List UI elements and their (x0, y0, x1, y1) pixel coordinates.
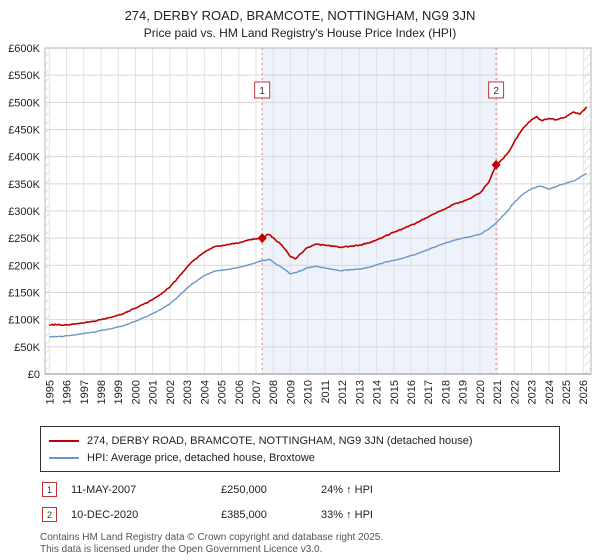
x-axis-tick-label: 2005 (217, 380, 229, 404)
y-axis-tick-label: £250K (8, 233, 40, 245)
legend-item-property: 274, DERBY ROAD, BRAMCOTE, NOTTINGHAM, N… (47, 432, 553, 449)
x-axis-tick-label: 2015 (389, 380, 401, 404)
x-axis-tick-label: 2003 (182, 380, 194, 404)
x-axis-tick-label: 2010 (303, 380, 315, 404)
x-axis-tick-label: 2021 (492, 380, 504, 404)
copyright-line-1: Contains HM Land Registry data © Crown c… (40, 532, 384, 543)
y-axis-tick-label: £50K (14, 342, 40, 354)
x-axis-tick-label: 2020 (475, 380, 487, 404)
x-axis-tick-label: 2006 (234, 380, 246, 404)
x-axis-tick-label: 2024 (544, 380, 556, 404)
sale-event-row-2: 2 10-DEC-2020 £385,000 33% ↑ HPI (42, 507, 600, 522)
x-axis-tick-label: 2023 (527, 380, 539, 404)
x-axis-tick-label: 2011 (320, 380, 332, 404)
y-axis-tick-label: £300K (8, 206, 40, 218)
y-axis-tick-label: £350K (8, 179, 40, 191)
price-history-chart[interactable]: £0 £50K £100K £150K £200K £250K £300K £350K £400… (0, 42, 600, 422)
x-axis-tick-label: 1998 (96, 380, 108, 404)
y-axis-tick-label: £600K (8, 43, 40, 55)
y-axis-tick-label: £100K (8, 315, 40, 327)
x-axis-tick-label: 2008 (268, 380, 280, 404)
property-line-swatch (49, 439, 79, 442)
x-axis-tick-label: 1997 (79, 380, 91, 404)
property-price-line (49, 106, 588, 327)
sale-event-row-1: 1 11-MAY-2007 £250,000 24% ↑ HPI (42, 482, 600, 497)
x-axis-tick-label: 2009 (285, 380, 297, 404)
y-axis-tick-label: £550K (8, 70, 40, 82)
x-axis-tick-label: 1999 (113, 380, 125, 404)
x-axis-tick-label: 2000 (130, 380, 142, 404)
sale-marker-diamond (491, 159, 501, 170)
event-2-hpi-change: 33% ↑ HPI (321, 508, 373, 521)
event-2-price: £385,000 (221, 508, 267, 521)
x-axis-tick-label: 2013 (354, 380, 366, 404)
legend-item-hpi: HPI: Average price, detached house, Brox… (47, 449, 553, 466)
y-axis-tick-label: £0 (28, 369, 40, 381)
copyright-line-2: This data is licensed under the Open Gov… (40, 544, 323, 555)
sale-event-badge-box (488, 81, 505, 99)
y-axis-tick-label: £200K (8, 260, 40, 272)
y-axis-tick-label: £150K (8, 288, 40, 300)
x-axis-tick-label: 2001 (148, 380, 160, 404)
event-2-date: 10-DEC-2020 (71, 508, 139, 521)
x-axis-tick-label: 2018 (440, 380, 452, 404)
x-axis-tick-label: 2002 (165, 380, 177, 404)
hpi-average-line (49, 172, 588, 338)
x-axis-tick-label: 2026 (578, 380, 590, 404)
page-title: 274, DERBY ROAD, BRAMCOTE, NOTTINGHAM, N… (124, 8, 476, 23)
sale-event-badge-number: 1 (259, 86, 265, 97)
y-axis-tick-label: £500K (8, 97, 40, 109)
legend-label-property: 274, DERBY ROAD, BRAMCOTE, NOTTINGHAM, N… (87, 434, 473, 447)
hpi-line-swatch (49, 456, 79, 459)
x-axis-tick-label: 1996 (62, 380, 74, 404)
event-1-price: £250,000 (221, 483, 267, 496)
sale-events-table: 1 11-MAY-2007 £250,000 24% ↑ HPI 2 10-DE… (42, 482, 600, 522)
sale-event-badge-number: 2 (493, 86, 499, 97)
event-1-hpi-change: 24% ↑ HPI (321, 483, 373, 496)
legend-label-hpi: HPI: Average price, detached house, Brox… (87, 451, 315, 464)
y-axis-tick-label: £400K (8, 152, 40, 164)
event-1-badge: 1 (42, 482, 57, 497)
x-axis-tick-label: 2022 (509, 380, 521, 404)
x-axis-tick-label: 2019 (458, 380, 470, 404)
x-axis-tick-label: 2004 (199, 380, 211, 404)
y-axis-tick-label: £450K (8, 125, 40, 137)
x-axis-tick-label: 1995 (44, 380, 56, 404)
copyright-footer: Contains HM Land Registry data © Crown c… (40, 532, 600, 556)
page-subtitle: Price paid vs. HM Land Registry's House … (143, 26, 457, 40)
event-1-date: 11-MAY-2007 (71, 483, 137, 496)
chart-legend: 274, DERBY ROAD, BRAMCOTE, NOTTINGHAM, N… (40, 426, 560, 472)
x-axis-tick-label: 2017 (423, 380, 435, 404)
x-axis-tick-label: 2012 (337, 380, 349, 404)
event-2-badge: 2 (42, 507, 57, 522)
x-axis-tick-label: 2014 (372, 380, 384, 404)
sale-marker-diamond (257, 233, 267, 244)
x-axis-tick-label: 2025 (561, 380, 573, 404)
sale-event-badge-box (254, 81, 271, 99)
x-axis-tick-label: 2007 (251, 380, 263, 404)
x-axis-tick-label: 2016 (406, 380, 418, 404)
